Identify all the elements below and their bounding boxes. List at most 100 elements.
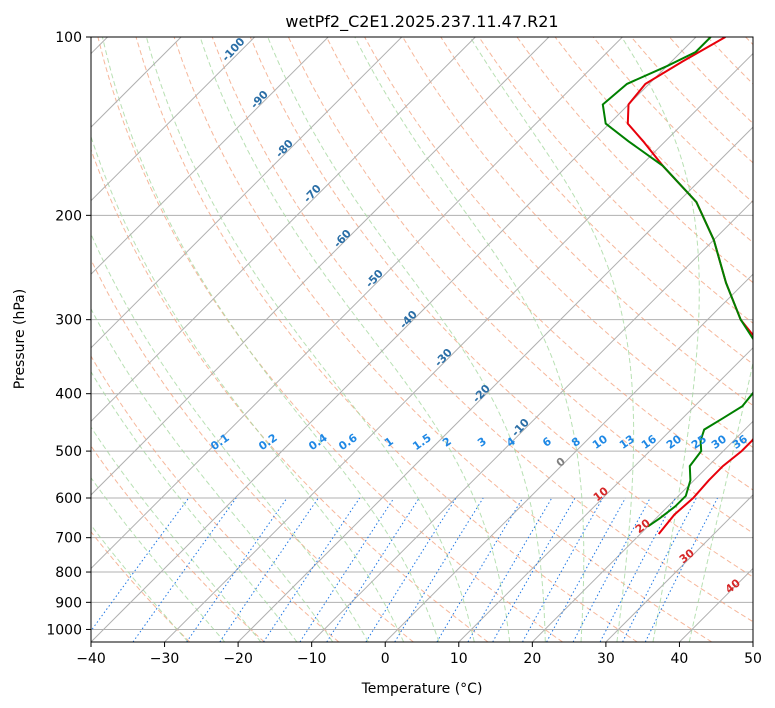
y-tick-label: 400 [55,387,82,403]
isotherm-label: -70 [301,182,324,206]
dry-adiabat [91,148,489,642]
x-axis: −40 −30 −20 −10 0 10 20 30 40 50 [76,642,762,667]
isotherm-label: -90 [248,88,271,112]
moist-adiabat [91,524,189,642]
dry-adiabat [91,355,340,642]
dry-adiabat [91,258,414,642]
dry-adiabat [249,37,753,578]
moist-adiabats [91,37,753,642]
x-tick-label: −40 [76,651,106,667]
isotherm-label: -20 [470,382,493,406]
isotherm-line [311,199,753,642]
dry-adiabat [326,37,753,491]
temperature-line [626,37,753,535]
mixing-ratio-label: 16 [639,432,659,452]
x-tick-label: 0 [381,651,390,667]
x-tick-label: −30 [150,651,180,667]
isotherm-line [752,641,753,642]
y-axis: 100 200 300 400 500 600 700 800 900 1000 [46,30,91,638]
dry-adiabats [91,37,753,642]
isotherms [91,37,753,642]
x-tick-label: 50 [744,651,762,667]
mixing-ratio-label: 3 [475,435,489,450]
dry-adiabat-label: 20 [633,516,653,536]
profile-lines [601,37,753,535]
dry-adiabat [707,37,753,85]
mixing-ratio-line [436,497,524,642]
dry-adiabat [91,531,191,642]
isotherm-line [91,37,550,496]
isotherm-line [605,494,753,642]
pressure-grid [91,37,753,630]
isotherm-line [237,126,753,642]
moist-adiabat [199,37,511,642]
mixing-ratio-line [572,497,651,642]
isotherm-line [91,37,476,423]
dry-adiabat [516,37,753,284]
isotherm-label: -60 [331,227,354,251]
x-axis-label: Temperature (°C) [361,681,483,697]
dry-adiabat [364,37,753,449]
moist-adiabat [145,37,475,642]
moist-adiabat [267,37,546,642]
mixing-ratio-line [394,497,484,642]
dry-adiabat-label: 0 [554,455,568,470]
mixing-ratio-label: 6 [540,434,554,449]
mixing-ratio-line [263,497,361,642]
dry-adiabat [135,37,638,642]
isotherm-label: -30 [432,346,455,370]
isotherm-line [91,37,697,642]
isotherm-line [164,52,753,642]
isotherm-label: -50 [363,267,386,291]
mixing-ratio-label: 0.2 [256,431,279,453]
x-tick-label: 40 [671,651,689,667]
dry-adiabat [211,37,753,623]
dry-adiabat [745,37,753,46]
dry-adiabat-label: 30 [677,546,697,566]
mixing-ratio-label: 8 [569,435,583,450]
mixing-ratio-label: 30 [709,432,729,452]
isotherm-label: -80 [273,137,296,161]
mixing-ratio-line [326,497,420,642]
moist-adiabat [91,370,298,642]
moist-adiabat [91,307,334,642]
mixing-ratio-label: 2 [440,435,454,450]
y-tick-label: 600 [55,491,82,507]
mixing-ratio-line [365,497,457,642]
dry-adiabat-label: 10 [591,484,611,504]
moist-adiabat [469,37,635,642]
x-tick-label: −10 [297,651,327,667]
moist-adiabat [354,37,585,642]
y-tick-label: 100 [55,30,82,46]
isotherm-line [91,37,256,202]
dry-adiabat [478,37,753,324]
dry-adiabat [97,37,563,642]
mixing-ratio-line [132,497,237,642]
plot-frame [90,36,754,643]
x-tick-label: −20 [223,651,253,667]
mixing-ratio-label: 13 [617,432,637,451]
y-tick-label: 200 [55,208,82,224]
moist-adiabat [91,232,369,642]
x-tick-label: 20 [523,651,541,667]
y-tick-label: 800 [55,565,82,581]
y-tick-label: 700 [55,531,82,547]
moist-adiabat [91,135,405,642]
moist-adiabat [91,426,262,642]
moist-adiabat [621,37,700,642]
mixing-ratio-label: 36 [730,432,750,452]
isotherm-label: -40 [397,308,420,332]
isotherm-line [679,567,753,642]
isotherm-line [384,273,753,642]
isotherm-line [91,37,623,570]
dry-adiabat [554,37,753,244]
dry-adiabat [91,445,265,642]
mixing-ratio-line [644,497,718,642]
dewpoint-line [601,37,753,528]
x-tick-label: 10 [450,651,468,667]
mixing-ratio-lines [91,497,718,642]
moist-adiabat [91,476,226,642]
isotherm-line [458,347,753,642]
isotherm-label: -100 [219,35,248,64]
